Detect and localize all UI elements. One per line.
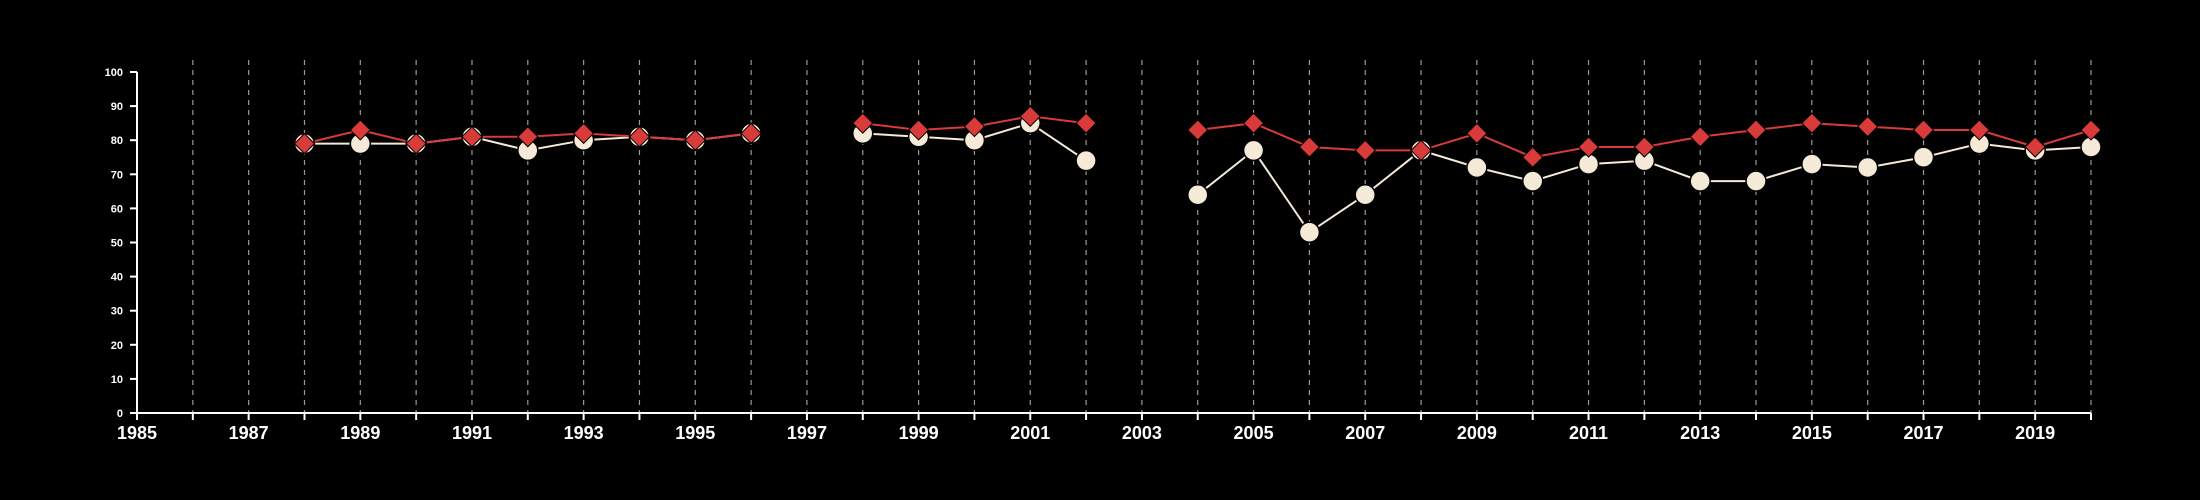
data-point-diamond [1577,136,1600,158]
y-tick-label: 50 [111,238,123,250]
data-point-diamond [1522,146,1544,168]
x-tick-label: 1999 [899,423,939,443]
data-point-circle [1912,146,1935,168]
x-tick-label: 1985 [117,423,157,443]
y-tick-label: 40 [111,272,123,284]
x-tick-label: 1995 [675,423,715,443]
data-point-diamond [907,119,930,141]
data-point-circle [1801,153,1823,175]
data-point-diamond [740,122,762,145]
data-point-diamond [1633,136,1656,158]
data-point-diamond [405,132,427,155]
x-tick-label: 2003 [1122,423,1162,443]
x-tick-label: 1987 [229,423,269,443]
y-tick-label: 20 [111,340,123,352]
y-tick-label: 70 [111,169,123,181]
x-tick-label: 2011 [1569,423,1608,443]
data-point-diamond [1912,119,1935,141]
y-tick-label: 60 [111,203,123,215]
data-point-circle [1466,156,1488,179]
x-tick-label: 1989 [340,423,380,443]
data-point-diamond [1187,119,1209,141]
grid-layer [192,60,2092,413]
x-tick-label: 2001 [1010,423,1050,443]
data-point-diamond [1075,112,1097,134]
data-point-diamond [1968,119,1991,141]
x-tick-label: 2017 [1903,423,1943,443]
data-point-diamond [1019,105,1041,128]
data-point-diamond [1689,126,1711,148]
y-tick-label: 100 [105,67,123,79]
x-tick-label: 1993 [564,423,604,443]
y-tick-label: 90 [111,101,123,113]
data-point-diamond [2024,136,2046,158]
series-layer [293,105,2102,244]
x-tick-label: 1997 [787,423,827,443]
x-tick-label: 2019 [2015,423,2055,443]
data-point-diamond [349,119,372,141]
data-point-circle [1075,149,1097,172]
x-tick-label: 2009 [1457,423,1497,443]
data-point-diamond [1856,115,1879,138]
y-tick-label: 80 [111,135,123,147]
x-tick-label: 1991 [452,423,492,443]
data-point-diamond [1354,139,1376,162]
data-point-circle [1856,156,1879,179]
data-point-diamond [963,115,986,138]
data-point-circle [1689,170,1711,192]
data-point-diamond [293,132,316,155]
y-tick-label: 30 [111,306,123,318]
x-tick-label: 2005 [1234,423,1274,443]
data-point-circle [1521,170,1544,192]
data-point-circle [1745,170,1767,192]
data-point-diamond [852,112,874,134]
data-point-diamond [1801,112,1823,134]
axis-layer: 0 10 20 30 40 50 60 70 80 90 100 1985 1987 1989 1991 19… [105,67,2092,443]
data-point-diamond [2080,119,2102,141]
data-point-circle [1298,221,1321,244]
y-tick-label: 10 [111,374,123,386]
data-point-circle [1242,139,1265,162]
data-point-diamond [1298,136,1321,158]
x-tick-label: 2015 [1792,423,1832,443]
data-point-diamond [1242,112,1265,134]
data-point-circle [1354,184,1376,206]
data-point-diamond [1466,122,1488,145]
y-tick-label: 0 [117,408,123,420]
data-point-diamond [572,122,595,145]
x-tick-label: 2007 [1345,423,1385,443]
data-point-diamond [628,126,651,148]
data-point-diamond [1410,139,1432,162]
data-point-circle [1186,184,1209,206]
x-tick-label: 2013 [1680,423,1720,443]
data-point-diamond [517,126,539,148]
data-point-diamond [684,129,706,151]
data-point-diamond [461,126,483,148]
data-point-diamond [1745,119,1767,141]
